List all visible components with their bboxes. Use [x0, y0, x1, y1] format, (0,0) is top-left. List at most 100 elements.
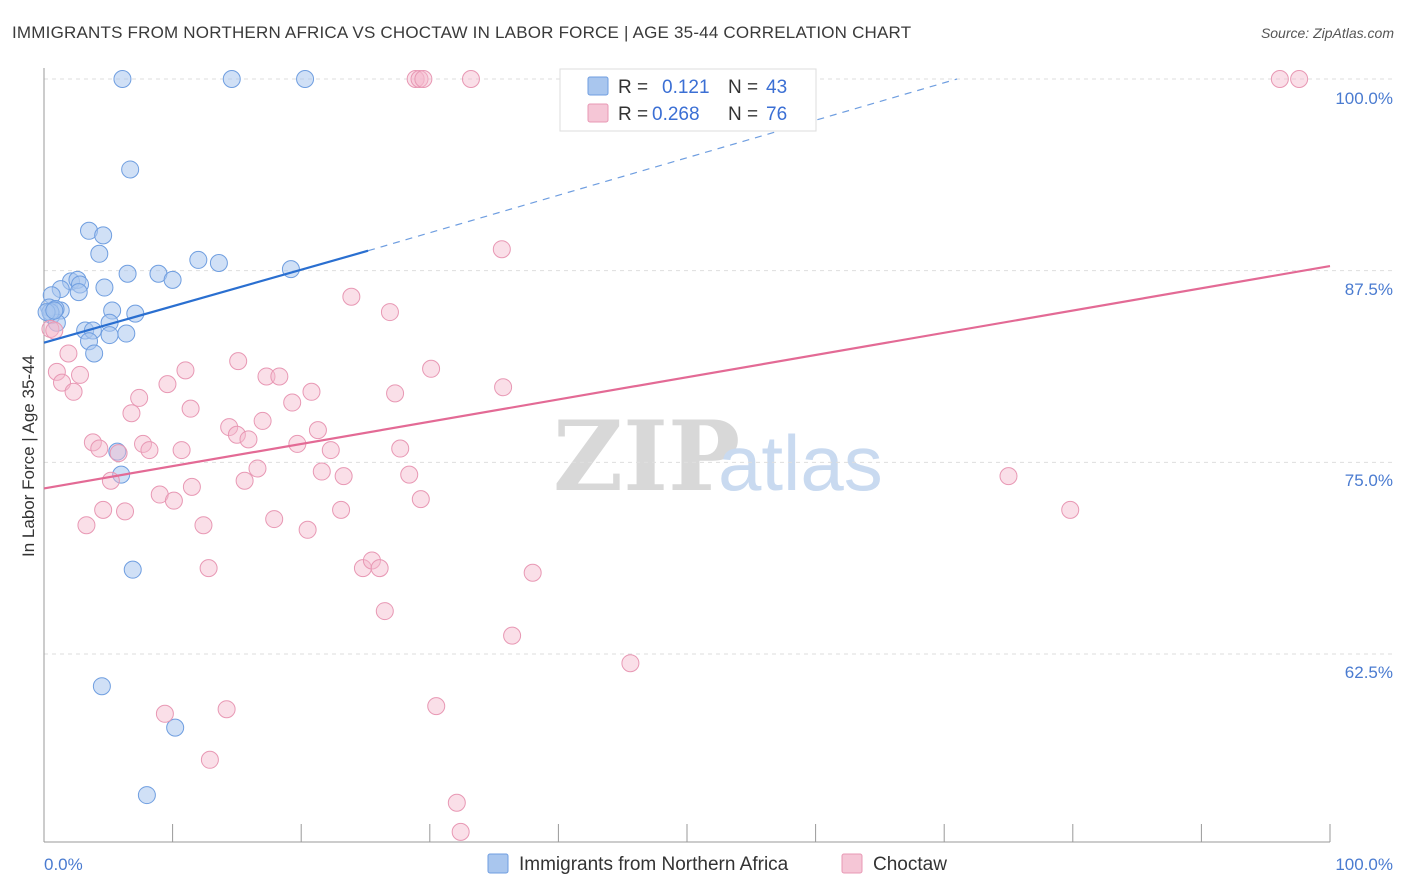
- data-point-pink: [375, 602, 394, 621]
- data-point-pink: [109, 444, 128, 463]
- data-point-pink: [155, 704, 174, 723]
- data-point-pink: [370, 559, 389, 578]
- data-point-pink: [312, 462, 331, 481]
- data-point-blue: [189, 250, 208, 269]
- trend-lines: [43, 78, 1331, 490]
- data-point-blue: [121, 160, 140, 179]
- trend-line-pink: [43, 264, 1331, 490]
- y-tick-labels: 62.5% 75.0% 87.5% 100.0%: [1335, 89, 1393, 682]
- legend-r-value: 0.121: [662, 77, 710, 98]
- data-point-pink: [391, 439, 410, 458]
- data-point-pink: [158, 375, 177, 394]
- data-point-blue: [100, 326, 119, 345]
- data-point-pink: [200, 750, 219, 769]
- data-point-pink: [386, 384, 405, 403]
- data-point-blue: [137, 786, 156, 805]
- series-choctaw: [41, 70, 1309, 841]
- data-point-pink: [194, 516, 213, 535]
- y-tick-label: 87.5%: [1345, 280, 1393, 299]
- data-point-pink: [1270, 70, 1289, 88]
- series-legend-swatch-pink: [841, 853, 863, 874]
- data-point-blue: [90, 244, 109, 263]
- data-point-pink: [164, 491, 183, 510]
- y-tick-label: 100.0%: [1335, 89, 1393, 108]
- data-point-blue: [92, 677, 111, 696]
- data-point-blue: [113, 70, 132, 88]
- data-point-blue: [95, 278, 114, 297]
- legend-n-label: N =: [728, 104, 758, 125]
- series-immigrants-northern-africa: [37, 70, 315, 805]
- data-point-pink: [64, 382, 83, 401]
- data-point-pink: [492, 240, 511, 259]
- data-point-pink: [302, 382, 321, 401]
- data-point-pink: [182, 477, 201, 496]
- data-point-pink: [451, 822, 470, 841]
- data-point-pink: [265, 510, 284, 529]
- data-point-pink: [122, 404, 141, 423]
- data-point-pink: [414, 70, 433, 88]
- series-legend-label-blue: Immigrants from Northern Africa: [519, 854, 789, 875]
- data-point-pink: [257, 367, 276, 386]
- data-point-pink: [999, 467, 1018, 486]
- data-point-pink: [94, 500, 113, 519]
- legend-n-label: N =: [728, 77, 758, 98]
- data-point-pink: [181, 399, 200, 418]
- data-point-pink: [253, 411, 272, 430]
- data-point-pink: [503, 626, 522, 645]
- data-point-blue: [296, 70, 315, 88]
- legend-r-label: R =: [618, 104, 648, 125]
- y-tick-label: 62.5%: [1345, 663, 1393, 682]
- chart-source: Source: ZipAtlas.com: [1261, 25, 1394, 41]
- chart-title: IMMIGRANTS FROM NORTHERN AFRICA VS CHOCT…: [12, 23, 911, 42]
- x-ticks: [43, 824, 1331, 842]
- y-axis-label: In Labor Force | Age 35-44: [19, 355, 38, 557]
- data-point-blue: [163, 270, 182, 289]
- data-point-pink: [270, 367, 289, 386]
- data-point-pink: [116, 502, 135, 521]
- data-point-pink: [235, 471, 254, 490]
- data-point-blue: [209, 254, 228, 272]
- data-point-pink: [1061, 500, 1080, 519]
- data-point-pink: [411, 490, 430, 509]
- data-point-pink: [422, 359, 441, 378]
- legend-n-value: 76: [766, 104, 787, 125]
- series-legend: Immigrants from Northern Africa Choctaw: [487, 853, 947, 875]
- data-point-pink: [362, 551, 381, 570]
- data-point-pink: [45, 321, 64, 340]
- data-point-blue: [94, 226, 113, 245]
- data-point-pink: [248, 459, 267, 478]
- data-point-pink: [342, 287, 361, 306]
- data-point-pink: [400, 465, 419, 484]
- legend-r-value: 0.268: [652, 104, 700, 125]
- stats-legend: R = 0.121 N = 43 R = 0.268 N = 76: [559, 68, 817, 132]
- data-point-pink: [410, 70, 429, 88]
- trend-line-blue: [43, 249, 369, 344]
- data-point-pink: [621, 654, 640, 673]
- data-point-blue: [85, 344, 104, 363]
- data-point-blue: [118, 264, 137, 283]
- data-point-pink: [406, 70, 425, 88]
- data-point-pink: [321, 441, 340, 460]
- data-point-pink: [220, 418, 239, 437]
- data-point-pink: [308, 421, 327, 440]
- legend-swatch-blue: [587, 76, 609, 96]
- data-point-pink: [77, 516, 96, 535]
- data-point-pink: [227, 425, 246, 444]
- series-legend-swatch-blue: [487, 853, 509, 874]
- trend-line-blue-extension: [367, 78, 958, 252]
- data-point-pink: [239, 430, 258, 449]
- data-point-pink: [176, 361, 195, 380]
- data-point-pink: [199, 559, 218, 578]
- x-tick-label-min: 0.0%: [44, 855, 83, 874]
- series-legend-label-pink: Choctaw: [873, 854, 947, 875]
- data-point-pink: [229, 352, 248, 371]
- data-point-pink: [71, 365, 90, 384]
- data-point-pink: [1290, 70, 1309, 88]
- data-point-pink: [461, 70, 480, 88]
- legend-swatch-pink: [587, 103, 609, 123]
- data-point-blue: [123, 560, 142, 579]
- data-point-blue: [69, 283, 88, 302]
- data-point-pink: [217, 700, 236, 719]
- data-point-blue: [45, 301, 64, 320]
- data-point-pink: [447, 793, 466, 812]
